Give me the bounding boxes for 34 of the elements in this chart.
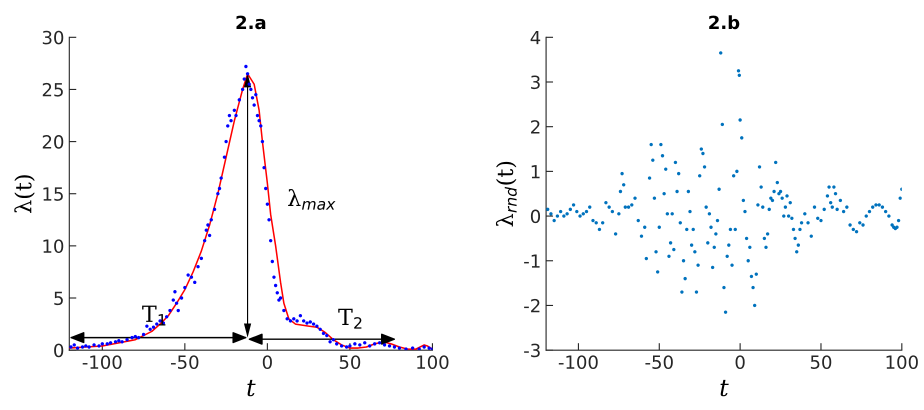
y-tick-label: 20 (42, 135, 64, 149)
x-axis-title: t (720, 380, 729, 396)
y-axis-title: λ(t) (14, 175, 35, 213)
x-tick-label: -50 (645, 355, 673, 369)
y-tick-label: 10 (43, 239, 64, 253)
y-tick-label: -3 (524, 344, 540, 358)
annotation: λ$_{max}$ (288, 189, 336, 210)
y-tick-label: 5 (54, 292, 63, 306)
y-tick-label: 2 (531, 120, 540, 134)
x-tick-label: 0 (736, 355, 745, 369)
annotation: T$_{2}$ (338, 308, 362, 329)
annotation: T$_{1}$ (142, 306, 166, 326)
chart-title: 2.b (709, 15, 740, 30)
x-tick-label: 50 (810, 355, 832, 369)
x-tick-label: -100 (82, 355, 122, 369)
y-tick-label: 25 (42, 82, 63, 97)
x-tick-label: 100 (417, 355, 448, 369)
x-tick-label: 100 (886, 355, 918, 369)
y-tick-label: 3 (531, 75, 540, 90)
y-tick-label: 1 (532, 165, 540, 178)
x-tick-label: 50 (340, 355, 360, 369)
y-axis-title: λ$_{rnd}$(t) (496, 162, 517, 226)
y-tick-label: 0 (530, 210, 540, 224)
x-tick-label: 0 (262, 355, 272, 369)
x-tick-label: -100 (558, 355, 598, 369)
y-tick-label: 0 (54, 344, 64, 358)
chart-title: 2.a (236, 16, 266, 30)
x-axis-title: t (247, 380, 256, 396)
x-tick-label: -50 (170, 355, 198, 369)
y-tick-label: -2 (524, 298, 540, 312)
y-tick-label: 15 (43, 187, 63, 201)
y-tick-label: 4 (530, 31, 540, 44)
y-tick-label: -1 (524, 254, 540, 268)
y-tick-label: 30 (42, 30, 64, 44)
